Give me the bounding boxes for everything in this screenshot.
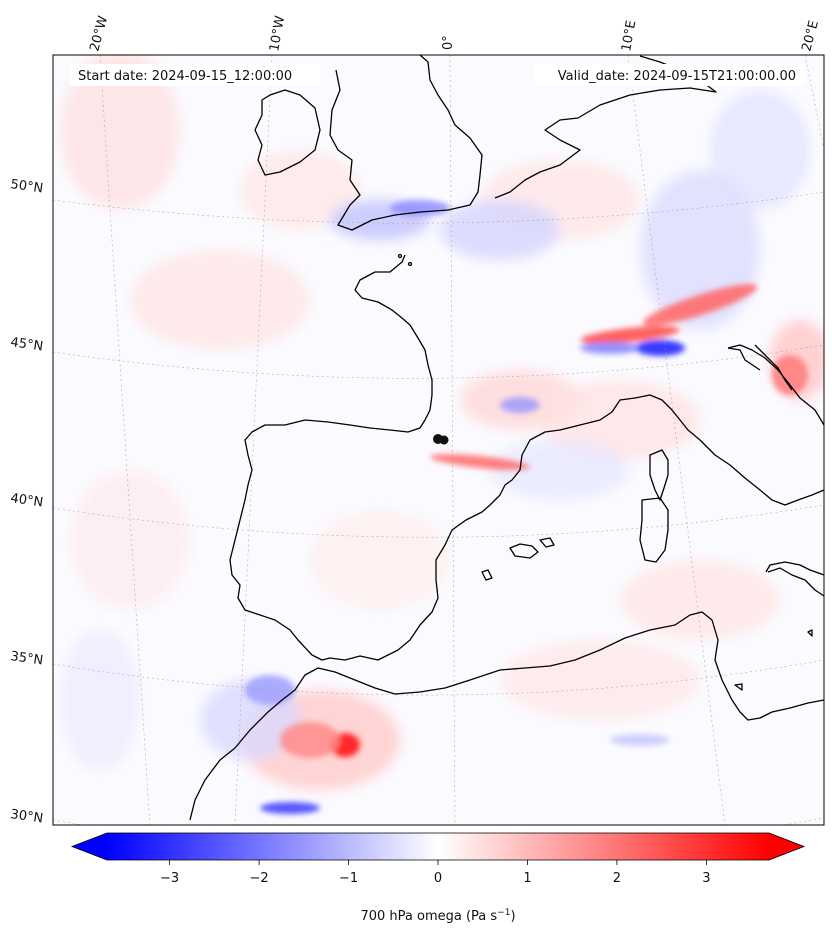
colorbar-tick-label: 2 [613, 871, 621, 886]
colorbar: −3 −2 −1 0 1 2 3 700 hPa omega (Pa s−1) [70, 832, 806, 924]
lon-label-10e: 10°E [619, 19, 639, 52]
omega-field-strong [245, 200, 808, 814]
valid-date-label: Valid_date: 2024-09-15T21:00:00.00 [558, 69, 796, 84]
lat-label-35n: 35°N [9, 649, 44, 668]
colorbar-label: 700 hPa omega (Pa s−1) [360, 908, 515, 924]
colorbar-ticks: −3 −2 −1 0 1 2 3 [160, 860, 711, 886]
colorbar-tick-label: −1 [339, 871, 358, 886]
info-header: Start date: 2024-09-15_12:00:00 Valid_da… [70, 64, 805, 86]
colorbar-gradient [107, 833, 769, 860]
colorbar-tick-label: 0 [434, 871, 442, 886]
lon-label-10w: 10°W [267, 15, 288, 53]
colorbar-tick-label: 1 [523, 871, 531, 886]
lat-label-50n: 50°N [9, 177, 44, 196]
colorbar-tick-label: −2 [249, 871, 268, 886]
location-marker [433, 434, 449, 445]
start-date-label: Start date: 2024-09-15_12:00:00 [78, 69, 292, 84]
lat-label-30n: 30°N [9, 807, 44, 826]
longitude-labels: 20°W 10°W 0° 10°E 20°E [87, 14, 822, 53]
lat-label-45n: 45°N [9, 335, 44, 354]
lat-label-40n: 40°N [9, 491, 44, 510]
colorbar-tick-label: −3 [160, 871, 179, 886]
lon-label-0: 0° [441, 35, 456, 50]
colorbar-min-extension [72, 833, 107, 860]
colorbar-max-extension [769, 833, 804, 860]
latitude-labels: 50°N 45°N 40°N 35°N 30°N [9, 177, 44, 826]
colorbar-outline [70, 832, 806, 861]
map-panel [53, 55, 824, 825]
graticule [53, 55, 824, 825]
lon-label-20e: 20°E [799, 19, 822, 53]
colorbar-tick-label: 3 [702, 871, 710, 886]
lon-label-20w: 20°W [87, 14, 111, 53]
map-frame [52, 54, 825, 826]
